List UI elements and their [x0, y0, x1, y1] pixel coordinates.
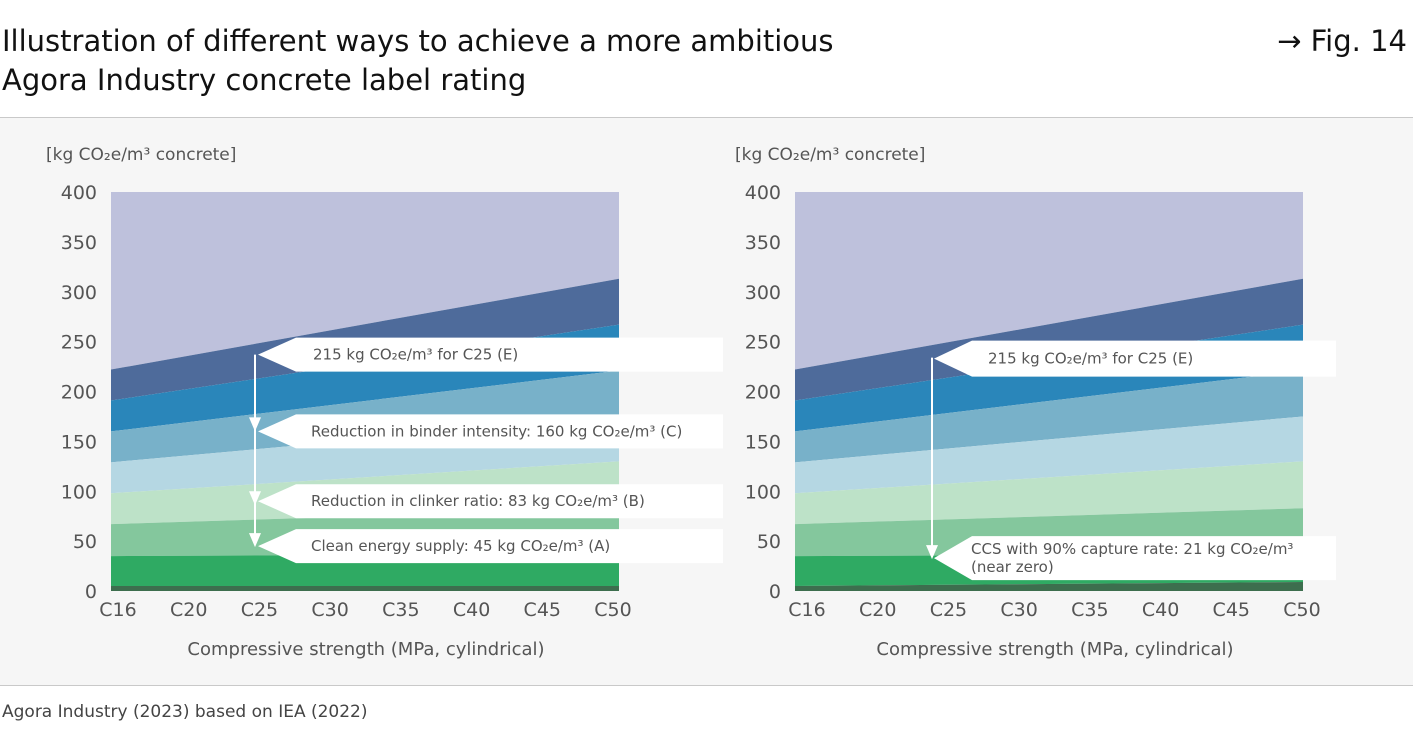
- annotation-text: (near zero): [971, 558, 1054, 576]
- x-tick-label: C25: [241, 599, 278, 621]
- reduction-arrow-head: [249, 533, 261, 548]
- y-tick-label: 250: [745, 332, 781, 354]
- y-axis-label: [kg CO₂e/m³ concrete]: [46, 145, 236, 165]
- reduction-arrow-head: [249, 491, 261, 506]
- y-tick-label: 250: [61, 332, 97, 354]
- x-tick-label: C45: [1213, 599, 1250, 621]
- annotation-box: [258, 414, 723, 449]
- reduction-arrow-head: [926, 545, 938, 560]
- band-max: [111, 192, 619, 370]
- band-top: [795, 278, 1303, 401]
- annotation-text: 215 kg CO₂e/m³ for C25 (E): [313, 346, 518, 364]
- x-tick-label: C16: [788, 599, 825, 621]
- y-tick-label: 400: [61, 182, 97, 204]
- y-axis-label: [kg CO₂e/m³ concrete]: [735, 145, 925, 165]
- annotation-text: 215 kg CO₂e/m³ for C25 (E): [988, 350, 1193, 368]
- y-tick-label: 200: [61, 382, 97, 404]
- annotation-box: [258, 337, 723, 372]
- x-tick-label: C45: [524, 599, 561, 621]
- x-tick-label: C35: [382, 599, 419, 621]
- x-tick-label: C50: [1283, 599, 1320, 621]
- chart-1: 0 50 100 150 200 250 300 350 400 C16 C20 C25 C30 C35 C…: [46, 145, 723, 660]
- y-tick-label: 350: [745, 232, 781, 254]
- chart-title: Illustration of different ways to achiev…: [2, 22, 1102, 100]
- x-tick-label: C30: [1000, 599, 1037, 621]
- chart-panel: 0 50 100 150 200 250 300 350 400 C16 C20 C25 C30 C35 C…: [0, 117, 1413, 686]
- reduction-arrow-head: [249, 417, 261, 432]
- band-D: [795, 461, 1303, 525]
- band-max: [795, 192, 1303, 370]
- annotation-text: Clean energy supply: 45 kg CO₂e/m³ (A): [311, 537, 610, 555]
- x-tick-label: C20: [859, 599, 896, 621]
- y-tick-label: 300: [745, 282, 781, 304]
- annotation-box: [258, 484, 723, 519]
- y-tick-label: 50: [73, 531, 97, 553]
- x-tick-label: C40: [1142, 599, 1179, 621]
- source-note: Agora Industry (2023) based on IEA (2022…: [2, 702, 368, 722]
- annotation-text: Reduction in binder intensity: 160 kg CO…: [311, 422, 682, 440]
- x-axis-label: Compressive strength (MPa, cylindrical): [876, 639, 1233, 660]
- x-tick-label: C20: [170, 599, 207, 621]
- x-tick-label: C40: [453, 599, 490, 621]
- charts-svg: 0 50 100 150 200 250 300 350 400 C16 C20 C25 C30 C35 C…: [46, 145, 1336, 660]
- y-tick-label: 200: [745, 382, 781, 404]
- annotation-box: [934, 536, 1336, 581]
- y-tick-label: 50: [757, 531, 781, 553]
- y-tick-label: 300: [61, 282, 97, 304]
- figure-label: → Fig. 14: [1277, 24, 1407, 58]
- y-tick-label: 350: [61, 232, 97, 254]
- annotation-text: Reduction in clinker ratio: 83 kg CO₂e/m…: [311, 492, 645, 510]
- annotation-text: CCS with 90% capture rate: 21 kg CO₂e/m³: [971, 540, 1293, 558]
- annotation-box: [934, 340, 1336, 377]
- title-line-1: Illustration of different ways to achiev…: [2, 24, 834, 58]
- x-tick-label: C50: [594, 599, 631, 621]
- y-tick-label: 150: [745, 431, 781, 453]
- y-tick-label: 100: [745, 481, 781, 503]
- y-tick-label: 150: [61, 431, 97, 453]
- x-tick-label: C25: [930, 599, 967, 621]
- band-C: [795, 416, 1303, 494]
- x-tick-label: C35: [1071, 599, 1108, 621]
- y-tick-label: 100: [61, 481, 97, 503]
- y-tick-label: 0: [769, 581, 781, 603]
- y-tick-label: 400: [745, 182, 781, 204]
- x-tick-label: C16: [99, 599, 136, 621]
- band-B: [795, 370, 1303, 463]
- x-tick-label: C30: [311, 599, 348, 621]
- band-G: [111, 586, 619, 591]
- title-line-2: Agora Industry concrete label rating: [2, 63, 527, 97]
- band-G: [795, 582, 1303, 591]
- y-tick-label: 0: [85, 581, 97, 603]
- chart-2: 0 50 100 150 200 250 300 350 400 C16 C20 C25 C30 C35 C…: [735, 145, 1336, 660]
- x-axis-label: Compressive strength (MPa, cylindrical): [187, 639, 544, 660]
- annotation-box: [258, 529, 723, 564]
